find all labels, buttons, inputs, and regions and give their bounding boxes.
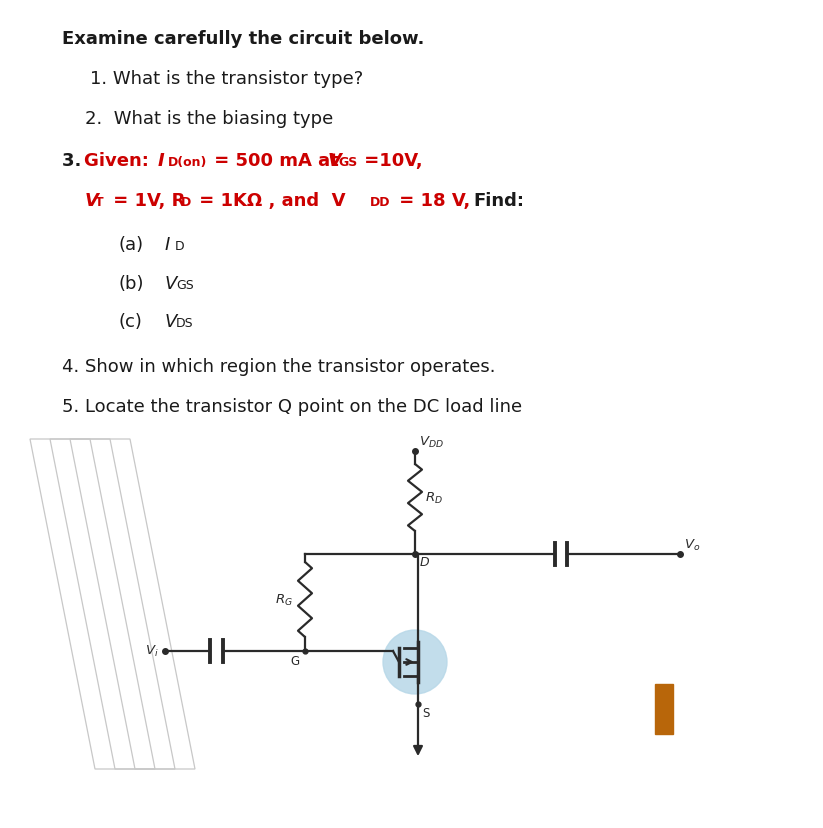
Text: 1. What is the transistor type?: 1. What is the transistor type? (90, 70, 363, 88)
Text: (b): (b) (118, 275, 143, 292)
Text: G: G (291, 654, 300, 667)
Text: V: V (165, 313, 178, 330)
Text: Find:: Find: (473, 192, 524, 209)
Text: $V_i$: $V_i$ (146, 643, 159, 657)
Text: V: V (328, 152, 342, 170)
Text: (a): (a) (118, 236, 143, 253)
Text: DS: DS (176, 316, 193, 330)
Text: GS: GS (176, 279, 193, 291)
Text: I: I (158, 152, 165, 170)
Text: $R_D$: $R_D$ (425, 490, 443, 505)
Text: DD: DD (370, 195, 390, 209)
Text: Examine carefully the circuit below.: Examine carefully the circuit below. (62, 30, 425, 48)
Text: 3.: 3. (62, 152, 87, 170)
Text: V: V (85, 192, 99, 209)
Text: T: T (95, 195, 104, 209)
Text: = 500 mA at: = 500 mA at (208, 152, 345, 170)
Text: =10V,: =10V, (358, 152, 423, 170)
Text: 2.  What is the biasing type: 2. What is the biasing type (85, 110, 333, 128)
Text: Given:: Given: (84, 152, 155, 170)
Text: GS: GS (338, 156, 357, 169)
Text: I: I (165, 236, 170, 253)
Text: D(on): D(on) (168, 156, 207, 169)
Text: = 18 V,: = 18 V, (393, 192, 477, 209)
Bar (655, 684, 673, 734)
Text: $V_{DD}$: $V_{DD}$ (419, 435, 444, 450)
Text: S: S (422, 706, 430, 720)
Text: = 1KΩ , and  V: = 1KΩ , and V (193, 192, 346, 209)
Text: V: V (165, 275, 178, 292)
Text: (c): (c) (118, 313, 142, 330)
Text: $V_o$: $V_o$ (684, 537, 700, 552)
Text: D: D (175, 240, 184, 253)
Text: D: D (181, 195, 191, 209)
Text: 5. Locate the transistor Q point on the DC load line: 5. Locate the transistor Q point on the … (62, 397, 522, 416)
Text: = 1V, R: = 1V, R (107, 192, 185, 209)
Text: $D$: $D$ (419, 556, 430, 568)
Text: $R_G$: $R_G$ (275, 592, 293, 607)
Circle shape (383, 630, 447, 694)
Text: 4. Show in which region the transistor operates.: 4. Show in which region the transistor o… (62, 358, 495, 376)
